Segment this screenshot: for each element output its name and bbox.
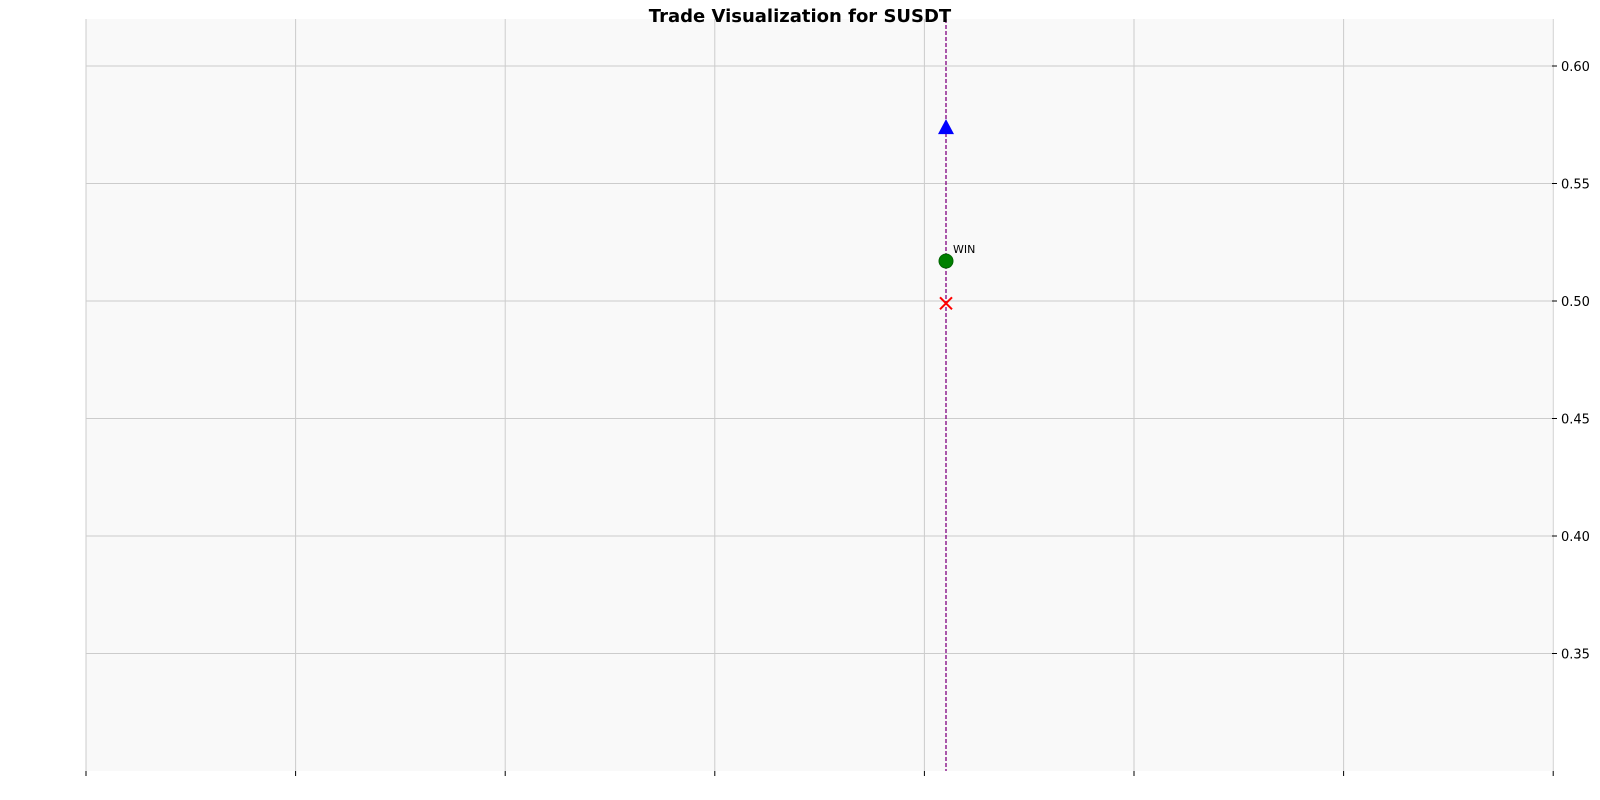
stop-x-marker (939, 296, 953, 311)
y-tick-label: 0.40 (1561, 530, 1590, 545)
y-tick-label: 0.50 (1561, 295, 1590, 310)
x-axis-ticks (85, 771, 1554, 776)
plot-area (86, 19, 1552, 771)
y-axis-ticks: 0.35 0.40 0.45 0.50 0.55 0.60 (1552, 60, 1590, 663)
chart-title: Trade Visualization for SUSDT (649, 6, 952, 27)
trade-marks: WIN (938, 19, 975, 771)
win-label: WIN (953, 243, 975, 256)
y-tick-label: 0.60 (1561, 60, 1590, 75)
y-tick-label: 0.55 (1561, 178, 1590, 193)
grid-x (85, 19, 1554, 771)
exit-circle-marker (938, 253, 954, 269)
entry-triangle-marker (938, 119, 954, 135)
grid-y (86, 65, 1552, 654)
y-tick-label: 0.35 (1561, 648, 1590, 663)
y-tick-label: 0.45 (1561, 413, 1590, 428)
